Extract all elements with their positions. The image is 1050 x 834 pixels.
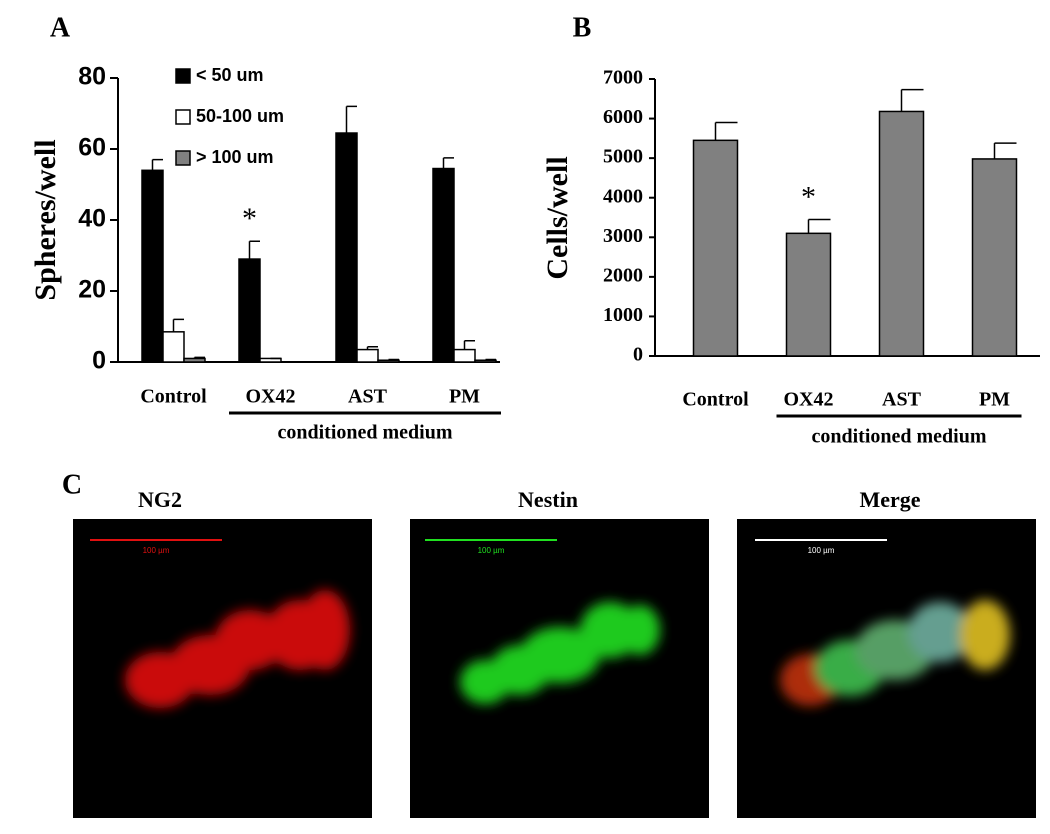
bar (971, 158, 1018, 357)
image-merge (737, 519, 1036, 818)
y-tick-label: 60 (78, 134, 106, 162)
annotation: * (801, 180, 816, 213)
image-title: NG2 (138, 487, 182, 512)
x-tick-label: OX42 (784, 389, 834, 411)
scale-bar-label: 100 µm (143, 546, 170, 555)
bar (377, 359, 400, 363)
legend-label: > 100 um (196, 147, 274, 167)
y-tick-label: 1000 (603, 304, 643, 326)
error-bar (463, 339, 475, 350)
image-ng2 (73, 519, 372, 818)
y-tick-label: 80 (78, 63, 106, 91)
legend-label: 50-100 um (196, 106, 284, 126)
bar (141, 169, 164, 363)
y-tick-label: 6000 (603, 106, 643, 128)
y-tick-label: 2000 (603, 264, 643, 286)
y-tick-label: 5000 (603, 146, 643, 168)
x-tick-label: Control (140, 386, 207, 408)
error-bar (387, 358, 399, 361)
error-bar (248, 240, 260, 260)
error-bar (484, 358, 496, 361)
error-bar (366, 345, 378, 350)
bar (183, 357, 206, 363)
error-bar (900, 88, 924, 112)
y-tick-label: 40 (78, 205, 106, 233)
bar (692, 139, 739, 357)
bar (453, 348, 476, 363)
error-bar (714, 121, 738, 141)
group-label: conditioned medium (277, 422, 452, 444)
error-bar (172, 318, 184, 332)
error-bar (193, 356, 205, 359)
y-axis-label: Cells/well (541, 156, 574, 279)
legend-swatch (175, 150, 191, 166)
error-bar (993, 142, 1017, 159)
x-tick-label: AST (348, 386, 388, 408)
image-title: Merge (859, 487, 920, 512)
error-bar (807, 218, 831, 234)
bar (432, 167, 455, 363)
panel-label: A (50, 12, 71, 43)
x-tick-label: OX42 (246, 386, 296, 408)
x-tick-label: PM (979, 389, 1010, 411)
group-label: conditioned medium (811, 426, 986, 448)
error-bar (442, 157, 454, 169)
panel-label: B (573, 12, 592, 43)
bar (474, 359, 497, 363)
y-tick-label: 20 (78, 276, 106, 304)
bar (238, 258, 261, 363)
legend-swatch (175, 109, 191, 125)
legend-label: < 50 um (196, 65, 264, 85)
bar (356, 348, 379, 363)
bar (335, 132, 358, 363)
scale-bar-label: 100 µm (808, 546, 835, 555)
bar (162, 331, 185, 363)
y-tick-label: 0 (633, 344, 643, 366)
y-tick-label: 7000 (603, 67, 643, 89)
legend-swatch (175, 68, 191, 84)
image-title: Nestin (518, 487, 578, 512)
error-bar (345, 105, 357, 134)
y-tick-label: 0 (92, 347, 106, 375)
y-axis-label: Spheres/well (29, 139, 62, 300)
x-tick-label: PM (449, 386, 480, 408)
bar (878, 110, 925, 357)
panel-label: C (62, 469, 82, 500)
y-tick-label: 3000 (603, 225, 643, 247)
scale-bar-label: 100 µm (478, 546, 505, 555)
bar (785, 232, 832, 357)
image-nestin (410, 519, 709, 818)
y-tick-label: 4000 (603, 185, 643, 207)
x-tick-label: AST (882, 389, 922, 411)
x-tick-label: Control (682, 389, 749, 411)
annotation: * (242, 202, 257, 235)
error-bar (151, 158, 163, 171)
